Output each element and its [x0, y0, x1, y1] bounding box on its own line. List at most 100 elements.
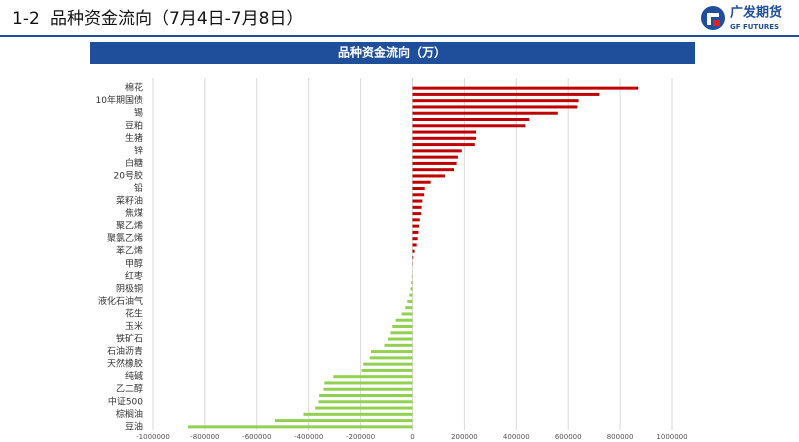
bar — [188, 425, 413, 429]
bar — [274, 419, 413, 423]
bar — [412, 92, 600, 96]
y-tick-label: 苯乙烯 — [116, 245, 143, 257]
bar — [411, 274, 413, 278]
bar — [412, 136, 477, 140]
bar — [401, 312, 413, 316]
y-tick-label: 天然橡胶 — [107, 358, 143, 370]
y-tick-label: 红枣 — [125, 270, 143, 282]
logo-mark — [701, 6, 725, 30]
bar — [387, 337, 413, 341]
y-tick-label: 锡 — [134, 108, 143, 119]
logo-name: 广发期货 — [730, 5, 782, 21]
bar — [412, 155, 458, 159]
bar — [411, 281, 413, 285]
bar — [384, 343, 413, 347]
bar — [412, 187, 425, 190]
logo-english: GF FUTURES — [730, 23, 779, 31]
y-tick-label: 10年期国债 — [96, 94, 143, 106]
bar — [407, 299, 413, 303]
bar — [412, 230, 419, 234]
x-tick-label: -600000 — [242, 433, 271, 441]
bar — [361, 368, 413, 372]
y-tick-label: 聚氯乙烯 — [107, 232, 143, 244]
bar — [333, 375, 413, 379]
y-tick-label: 菜籽油 — [116, 195, 143, 207]
bar — [412, 143, 475, 147]
y-tick-label: 豆油 — [125, 420, 143, 432]
x-tick-label: -200000 — [346, 433, 375, 441]
bar — [315, 406, 413, 410]
bar — [412, 218, 420, 222]
y-tick-label: 铁矿石 — [116, 333, 143, 345]
y-tick-label: 玉米 — [125, 320, 143, 332]
y-tick-label: 铅 — [134, 182, 143, 194]
bar — [412, 249, 415, 253]
chart-title-box — [90, 42, 695, 64]
bar — [318, 400, 413, 404]
bar — [370, 350, 413, 354]
x-tick-label: 200000 — [451, 433, 478, 441]
y-tick-label: 液化石油气 — [98, 295, 143, 307]
logo-mark-detail — [707, 13, 719, 25]
y-tick-label: 棕榈油 — [116, 408, 143, 420]
logo: 广发期货 GF FUTURES — [701, 5, 782, 31]
header-rule — [0, 35, 799, 37]
x-tick-label: -400000 — [294, 433, 323, 441]
bar — [412, 149, 462, 153]
bar — [363, 362, 413, 366]
bar — [323, 387, 413, 391]
y-tick-label: 20号胶 — [114, 169, 143, 181]
bar — [390, 331, 413, 335]
bar — [412, 193, 425, 197]
y-tick-label: 石油沥青 — [107, 345, 143, 357]
bar — [412, 199, 423, 203]
y-tick-label: 阴极铜 — [116, 282, 143, 294]
y-tick-label: 聚乙烯 — [116, 220, 143, 232]
bar — [412, 161, 457, 165]
y-tick-label: 生猪 — [125, 132, 143, 144]
bar — [369, 356, 413, 360]
bar — [412, 256, 414, 259]
bar — [412, 118, 530, 121]
bar — [324, 381, 413, 385]
y-tick-label: 棉花 — [125, 82, 143, 94]
x-tick-label: 600000 — [555, 433, 582, 441]
y-tick-label: 花生 — [125, 307, 143, 319]
x-tick-label: 800000 — [607, 433, 634, 441]
x-tick-label: 0 — [410, 433, 414, 441]
y-tick-label: 白糖 — [125, 157, 143, 169]
x-tick-label: -800000 — [190, 433, 219, 441]
bar — [392, 325, 413, 328]
y-tick-label: 纯碱 — [125, 370, 143, 382]
y-tick-label: 乙二醇 — [116, 383, 143, 395]
bar — [412, 224, 419, 228]
y-tick-label: 豆粕 — [125, 119, 143, 131]
bar — [395, 318, 413, 322]
bar — [412, 180, 431, 184]
x-tick-label: -1000000 — [136, 433, 170, 441]
bar — [405, 306, 413, 310]
bar — [412, 212, 422, 216]
y-tick-label: 甲醇 — [125, 257, 143, 269]
bar — [412, 105, 578, 109]
chart-title: 品种资金流向（万） — [338, 45, 446, 60]
bar — [412, 174, 445, 178]
bar — [410, 287, 413, 291]
bar — [412, 168, 455, 172]
bar — [319, 394, 413, 397]
bar — [412, 99, 579, 103]
bar — [303, 412, 413, 416]
bar — [412, 111, 558, 115]
slide-title: 品种资金流向（7月4日-7月8日） — [50, 9, 303, 29]
bar — [412, 86, 639, 90]
x-tick-label: 1000000 — [656, 433, 687, 441]
y-tick-label: 中证500 — [108, 395, 143, 407]
bar — [412, 205, 422, 209]
logo-mark-detail — [713, 20, 720, 26]
bar — [409, 293, 413, 297]
x-tick-label: 400000 — [503, 433, 530, 441]
bar — [412, 124, 526, 128]
y-tick-label: 焦煤 — [125, 207, 143, 219]
bar — [412, 237, 418, 241]
